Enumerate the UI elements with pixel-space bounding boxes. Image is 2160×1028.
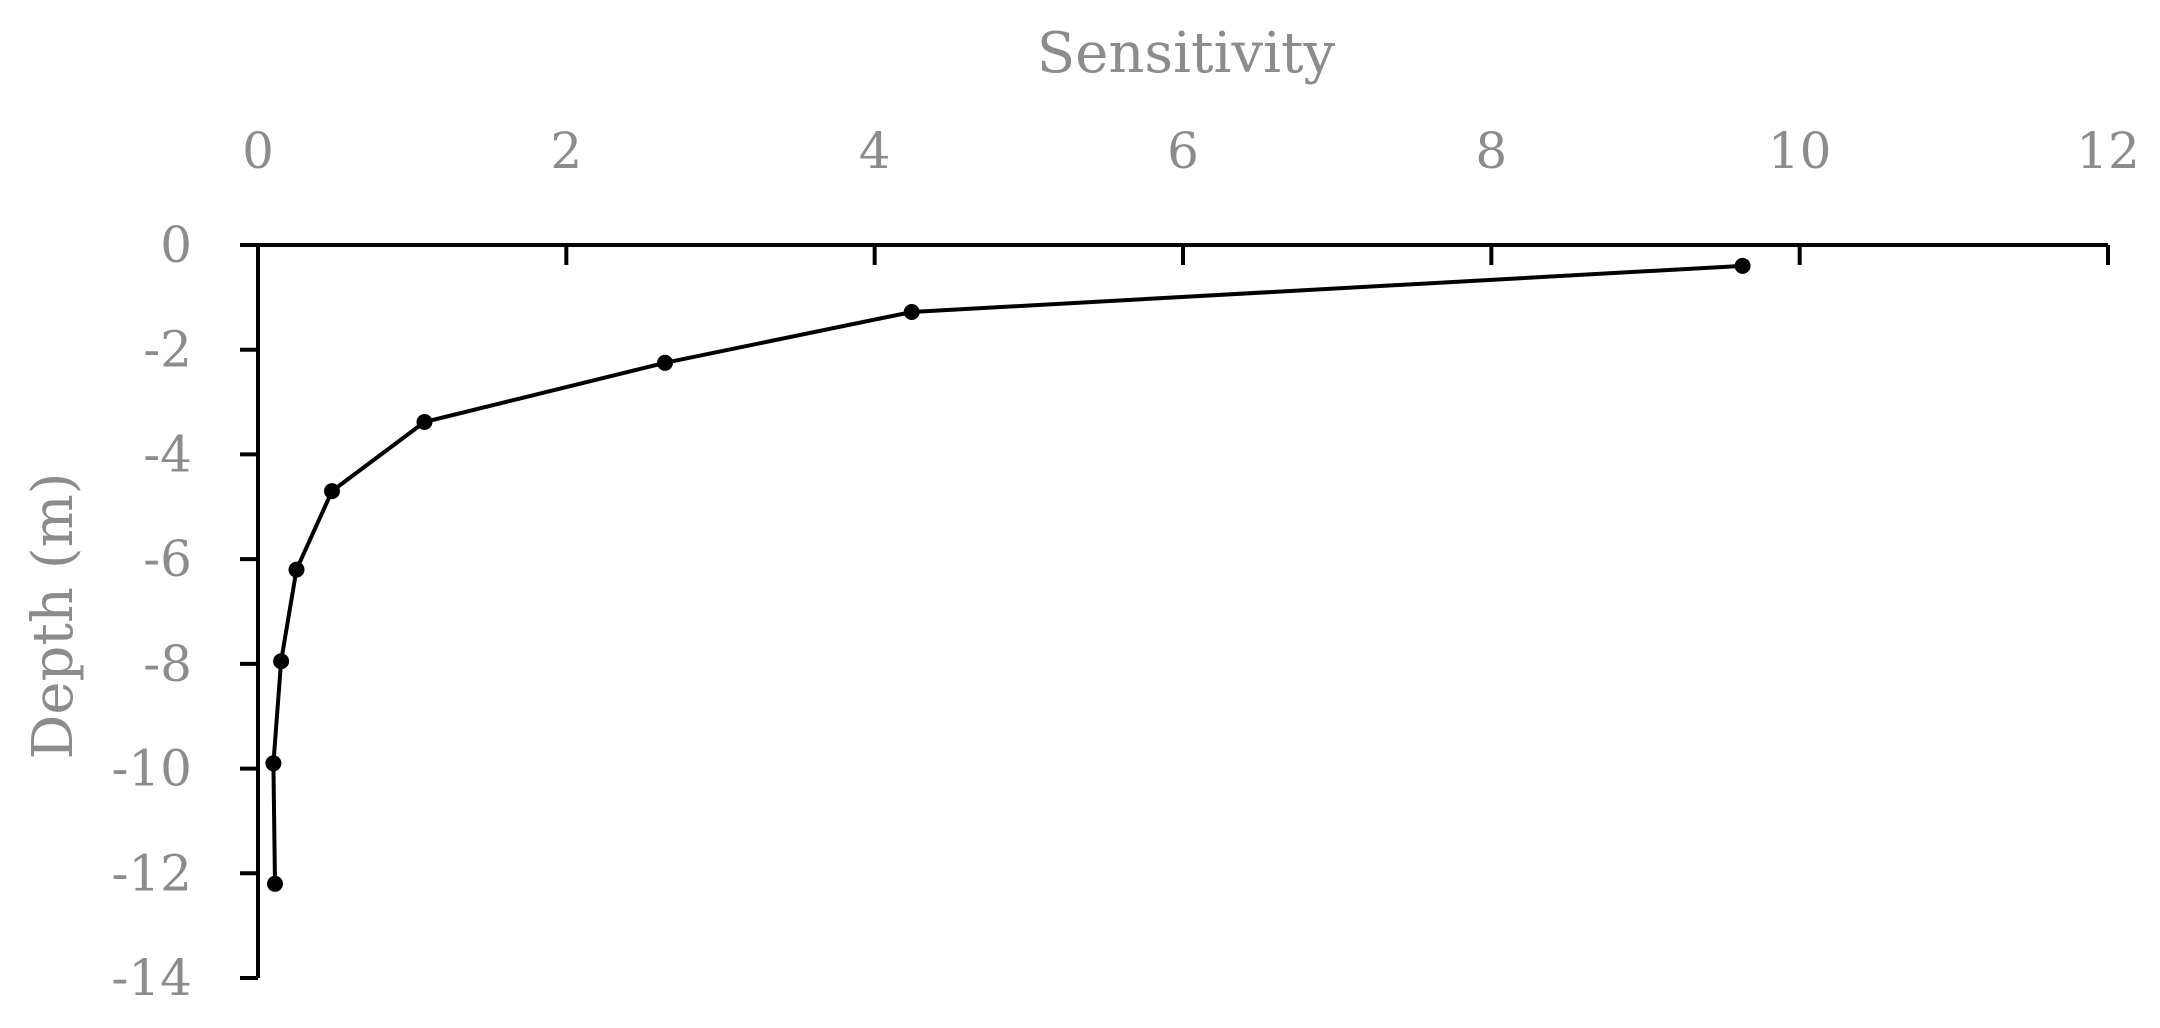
data-point: [288, 561, 305, 578]
y-axis-ticks: 0 -2 -4 -6 -8 -10 -12 -14: [111, 216, 258, 1007]
x-tick-label: 10: [1768, 122, 1832, 180]
y-tick-label: -2: [143, 321, 192, 379]
x-tick-label: 6: [1167, 122, 1199, 180]
data-point: [416, 414, 433, 430]
y-tick-label: -6: [143, 530, 192, 588]
x-axis-ticks: 0 2 4 6 8 10 12: [242, 122, 2140, 265]
data-point: [657, 354, 673, 371]
data-point: [324, 483, 340, 500]
y-tick-label: -14: [111, 949, 192, 1007]
y-axis-title: Depth (m): [21, 472, 86, 759]
x-tick-label: 0: [242, 122, 274, 180]
y-tick-label: -10: [111, 740, 192, 798]
y-tick-label: -8: [143, 635, 192, 693]
axes: [256, 243, 2108, 978]
y-tick-label: -12: [111, 844, 192, 902]
y-tick-label: 0: [160, 216, 192, 274]
data-point: [1734, 257, 1751, 274]
x-tick-label: 4: [859, 122, 891, 180]
data-point: [273, 653, 290, 670]
x-tick-label: 12: [2076, 122, 2140, 180]
series-group: [265, 257, 1751, 892]
x-tick-label: 8: [1475, 122, 1507, 180]
x-axis-title: Sensitivity: [1037, 21, 1336, 86]
data-point: [267, 875, 283, 892]
x-tick-label: 2: [550, 122, 582, 180]
series-line: [271, 263, 1743, 884]
data-point: [903, 304, 920, 320]
y-tick-label: -4: [143, 425, 192, 483]
data-point: [265, 755, 282, 772]
